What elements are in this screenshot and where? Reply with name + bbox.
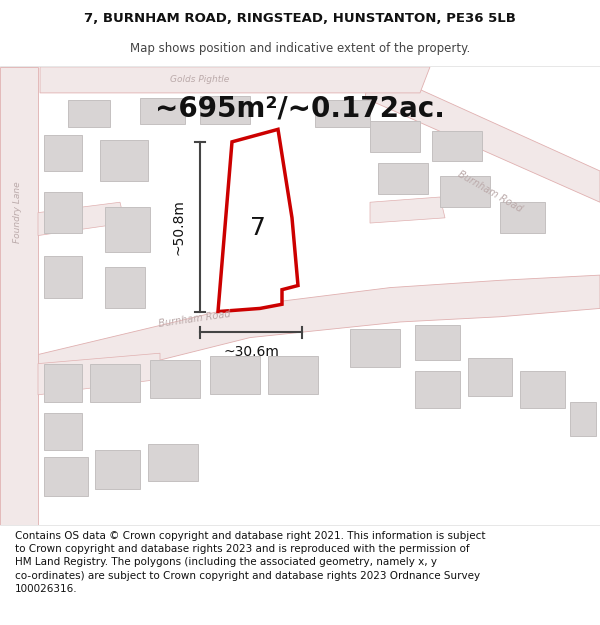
Polygon shape bbox=[44, 256, 82, 298]
Polygon shape bbox=[200, 96, 250, 124]
Polygon shape bbox=[150, 361, 200, 398]
Polygon shape bbox=[350, 329, 400, 367]
Polygon shape bbox=[500, 202, 545, 234]
Text: ~30.6m: ~30.6m bbox=[223, 345, 279, 359]
Text: 7: 7 bbox=[250, 216, 266, 240]
Polygon shape bbox=[370, 121, 420, 152]
Polygon shape bbox=[365, 67, 600, 203]
Text: Burnham Road: Burnham Road bbox=[456, 169, 524, 214]
Polygon shape bbox=[44, 192, 82, 234]
Polygon shape bbox=[95, 450, 140, 489]
Polygon shape bbox=[432, 131, 482, 161]
Polygon shape bbox=[268, 356, 318, 394]
Polygon shape bbox=[38, 353, 160, 395]
Text: Golds Pightle: Golds Pightle bbox=[170, 75, 230, 84]
Text: 7, BURNHAM ROAD, RINGSTEAD, HUNSTANTON, PE36 5LB: 7, BURNHAM ROAD, RINGSTEAD, HUNSTANTON, … bbox=[84, 12, 516, 25]
Text: Burnham Road: Burnham Road bbox=[158, 309, 232, 329]
Text: Foundry Lane: Foundry Lane bbox=[13, 182, 23, 244]
Polygon shape bbox=[378, 162, 428, 194]
Text: Map shows position and indicative extent of the property.: Map shows position and indicative extent… bbox=[130, 42, 470, 54]
Text: Contains OS data © Crown copyright and database right 2021. This information is : Contains OS data © Crown copyright and d… bbox=[15, 531, 485, 594]
Polygon shape bbox=[44, 412, 82, 450]
Polygon shape bbox=[44, 458, 88, 496]
Polygon shape bbox=[90, 364, 140, 402]
Polygon shape bbox=[105, 208, 150, 252]
Polygon shape bbox=[440, 176, 490, 208]
Polygon shape bbox=[40, 67, 430, 93]
Polygon shape bbox=[570, 402, 596, 436]
Polygon shape bbox=[0, 67, 38, 525]
Polygon shape bbox=[105, 267, 145, 308]
Polygon shape bbox=[148, 444, 198, 481]
Polygon shape bbox=[210, 356, 260, 394]
Polygon shape bbox=[370, 197, 445, 223]
Polygon shape bbox=[68, 100, 110, 127]
Polygon shape bbox=[38, 202, 125, 236]
Polygon shape bbox=[468, 358, 512, 396]
Polygon shape bbox=[140, 98, 185, 124]
Polygon shape bbox=[44, 134, 82, 171]
Polygon shape bbox=[315, 100, 370, 127]
Polygon shape bbox=[415, 371, 460, 408]
Polygon shape bbox=[0, 275, 600, 400]
Polygon shape bbox=[415, 325, 460, 361]
Polygon shape bbox=[100, 140, 148, 181]
Polygon shape bbox=[44, 364, 82, 402]
Polygon shape bbox=[520, 371, 565, 408]
Polygon shape bbox=[218, 129, 298, 311]
Text: ~50.8m: ~50.8m bbox=[172, 199, 186, 254]
Text: ~695m²/~0.172ac.: ~695m²/~0.172ac. bbox=[155, 94, 445, 122]
